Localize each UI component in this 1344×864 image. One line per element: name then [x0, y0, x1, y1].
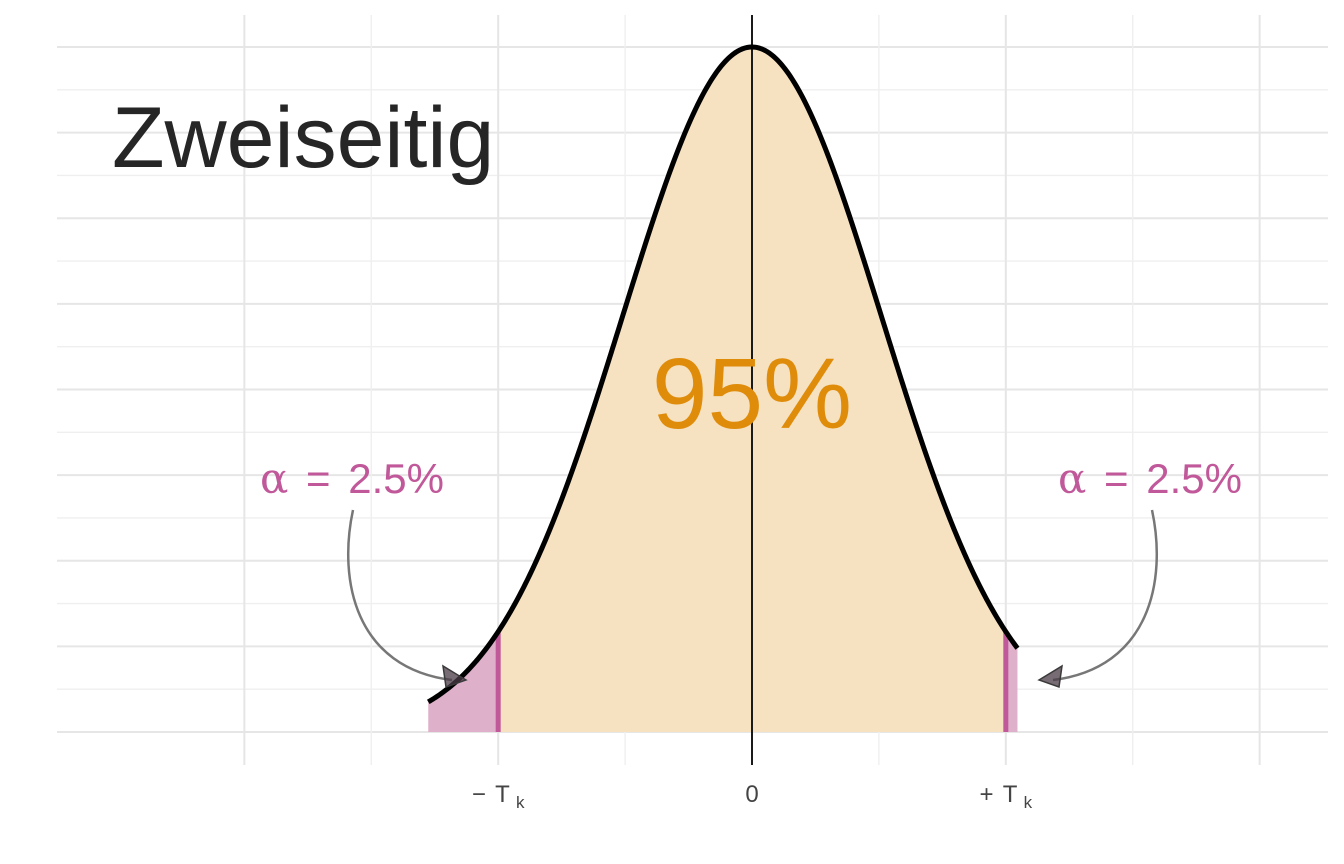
acceptance-label: 95%	[652, 338, 852, 450]
alpha-value: 2.5%	[348, 455, 444, 502]
upper-tail-area	[1005, 631, 1018, 732]
alpha-symbol: α	[260, 454, 288, 503]
lower-tail-arrowhead	[442, 664, 468, 689]
tick-sign: −	[472, 781, 486, 808]
density-curve	[426, 44, 1020, 705]
x-tick-label-zero: 0	[745, 781, 758, 808]
tick-main: T	[1003, 781, 1018, 808]
upper-tail-arrow	[1052, 509, 1158, 682]
lower-tail-arrow	[347, 509, 453, 682]
chart-title: Zweiseitig	[112, 90, 494, 186]
lower-tail-label: α = 2.5%	[260, 454, 444, 503]
tick-subscript: k	[516, 793, 525, 812]
x-tick-label-lower-critical: − T k	[472, 781, 525, 812]
alpha-symbol: α	[1058, 454, 1086, 503]
tick-sign: +	[979, 781, 993, 808]
alpha-value: 2.5%	[1146, 455, 1242, 502]
alpha-equals: =	[306, 455, 331, 502]
alpha-equals: =	[1104, 455, 1129, 502]
tick-main: T	[495, 781, 510, 808]
x-tick-label-upper-critical: + T k	[979, 781, 1032, 812]
upper-tail-arrowhead	[1037, 664, 1063, 689]
tick-subscript: k	[1024, 793, 1033, 812]
upper-tail-label: α = 2.5%	[1058, 454, 1242, 503]
tick-main: 0	[745, 781, 758, 808]
